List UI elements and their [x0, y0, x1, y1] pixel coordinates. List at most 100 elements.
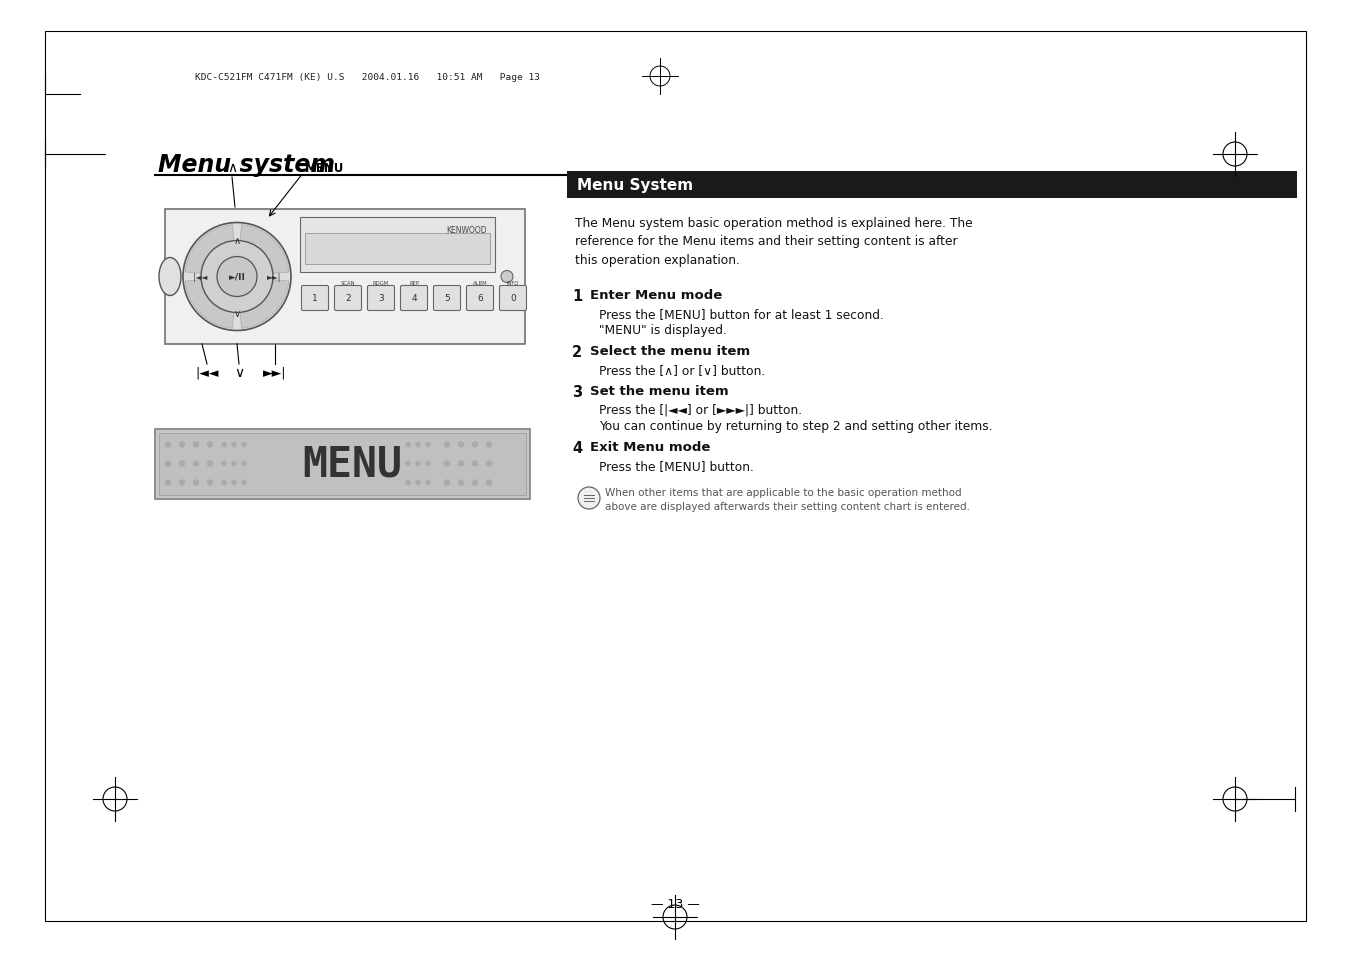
Text: 3: 3 — [378, 294, 384, 303]
Bar — [567, 172, 1297, 199]
Circle shape — [222, 481, 226, 485]
Text: SCAN: SCAN — [340, 281, 355, 286]
Circle shape — [473, 480, 477, 485]
Wedge shape — [185, 226, 236, 277]
FancyBboxPatch shape — [335, 286, 362, 312]
Text: Press the [MENU] button.: Press the [MENU] button. — [598, 459, 754, 473]
Circle shape — [208, 480, 212, 485]
Circle shape — [222, 462, 226, 466]
Circle shape — [180, 461, 185, 467]
Bar — [159, 434, 526, 496]
Text: Menu System: Menu System — [577, 178, 693, 193]
Circle shape — [180, 442, 185, 448]
Circle shape — [242, 443, 246, 447]
Circle shape — [578, 488, 600, 510]
Circle shape — [426, 462, 430, 466]
Text: "MENU" is displayed.: "MENU" is displayed. — [598, 324, 727, 336]
Circle shape — [426, 481, 430, 485]
Text: 1: 1 — [312, 294, 317, 303]
Text: ∨: ∨ — [234, 366, 245, 379]
Ellipse shape — [159, 258, 181, 296]
Text: 4: 4 — [411, 294, 417, 303]
FancyBboxPatch shape — [466, 286, 493, 312]
Text: When other items that are applicable to the basic operation method
above are dis: When other items that are applicable to … — [605, 488, 970, 511]
Text: Set the menu item: Set the menu item — [590, 385, 728, 397]
Text: 0: 0 — [511, 294, 516, 303]
Circle shape — [218, 257, 257, 297]
Circle shape — [416, 481, 420, 485]
Circle shape — [486, 480, 492, 485]
FancyBboxPatch shape — [500, 286, 527, 312]
Wedge shape — [236, 226, 289, 277]
Circle shape — [180, 480, 185, 485]
Circle shape — [416, 462, 420, 466]
Circle shape — [182, 223, 290, 331]
Circle shape — [193, 480, 199, 485]
Text: RDGM: RDGM — [373, 281, 389, 286]
Circle shape — [501, 272, 513, 283]
Circle shape — [166, 442, 170, 448]
Circle shape — [242, 462, 246, 466]
Text: ∧: ∧ — [234, 235, 240, 245]
Text: — 13 —: — 13 — — [651, 898, 700, 910]
Circle shape — [486, 442, 492, 448]
Circle shape — [444, 442, 450, 448]
Circle shape — [232, 481, 236, 485]
Circle shape — [486, 461, 492, 467]
Text: MENU: MENU — [303, 443, 403, 485]
Text: 1: 1 — [571, 289, 582, 304]
Text: The Menu system basic operation method is explained here. The
reference for the : The Menu system basic operation method i… — [576, 216, 973, 267]
Text: Select the menu item: Select the menu item — [590, 345, 750, 357]
Circle shape — [444, 461, 450, 467]
Text: Press the [MENU] button for at least 1 second.: Press the [MENU] button for at least 1 s… — [598, 308, 884, 320]
Circle shape — [407, 462, 409, 466]
Text: INFO: INFO — [507, 281, 519, 286]
Circle shape — [208, 461, 212, 467]
Text: ∧: ∧ — [227, 161, 236, 174]
Circle shape — [444, 480, 450, 485]
Wedge shape — [185, 277, 236, 329]
Bar — [155, 430, 530, 499]
Text: Enter Menu mode: Enter Menu mode — [590, 289, 723, 302]
Text: You can continue by returning to step 2 and setting other items.: You can continue by returning to step 2 … — [598, 419, 993, 433]
Text: |◄◄: |◄◄ — [193, 273, 207, 282]
Circle shape — [166, 461, 170, 467]
Text: 3: 3 — [571, 385, 582, 399]
Text: MENU: MENU — [305, 161, 345, 174]
Text: Press the [|◄◄] or [►►►|] button.: Press the [|◄◄] or [►►►|] button. — [598, 403, 802, 416]
Text: 2: 2 — [346, 294, 351, 303]
FancyBboxPatch shape — [367, 286, 394, 312]
Circle shape — [208, 442, 212, 448]
Text: ►►|: ►►| — [266, 273, 281, 282]
Text: 6: 6 — [477, 294, 482, 303]
Circle shape — [473, 461, 477, 467]
Text: KDC-C521FM C471FM (KE) U.S   2004.01.16   10:51 AM   Page 13: KDC-C521FM C471FM (KE) U.S 2004.01.16 10… — [195, 72, 540, 81]
Circle shape — [416, 443, 420, 447]
Text: |◄◄: |◄◄ — [196, 366, 219, 379]
Bar — [305, 233, 490, 265]
Text: KENWOOD: KENWOOD — [446, 226, 486, 234]
Circle shape — [232, 462, 236, 466]
Text: Press the [∧] or [∨] button.: Press the [∧] or [∨] button. — [598, 364, 765, 376]
Circle shape — [242, 481, 246, 485]
Circle shape — [458, 442, 463, 448]
Text: 5: 5 — [444, 294, 450, 303]
Circle shape — [166, 480, 170, 485]
FancyBboxPatch shape — [434, 286, 461, 312]
Circle shape — [407, 443, 409, 447]
Text: ►►|: ►►| — [263, 366, 286, 379]
Circle shape — [458, 461, 463, 467]
Circle shape — [193, 461, 199, 467]
Circle shape — [222, 443, 226, 447]
Text: Exit Menu mode: Exit Menu mode — [590, 440, 711, 454]
FancyBboxPatch shape — [301, 286, 328, 312]
Circle shape — [407, 481, 409, 485]
Text: ∨: ∨ — [234, 309, 240, 319]
Circle shape — [201, 241, 273, 314]
Circle shape — [458, 480, 463, 485]
FancyBboxPatch shape — [400, 286, 427, 312]
Text: Menu system: Menu system — [158, 152, 335, 177]
Text: ►/II: ►/II — [228, 273, 246, 282]
Circle shape — [193, 442, 199, 448]
Circle shape — [232, 443, 236, 447]
